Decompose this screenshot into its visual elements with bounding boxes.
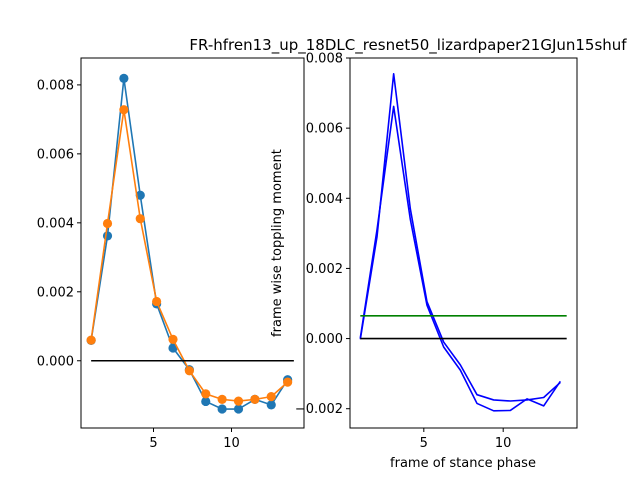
left-series-0-point bbox=[201, 396, 211, 407]
left-series-0-point bbox=[102, 231, 113, 241]
right-y-axis-label: frame wise toppling moment bbox=[270, 149, 285, 337]
left-y-tick-label: 0.006 bbox=[37, 147, 74, 162]
left-y-tick-label: 0.002 bbox=[37, 285, 74, 300]
right-y-tick-label: 0.002 bbox=[306, 262, 343, 277]
left-series-0-point bbox=[135, 190, 145, 200]
left-series-0-point bbox=[233, 404, 244, 414]
right-subplot: 5 10 −0.002 0.000 0.002 0.004 0.006 0.008 bbox=[295, 52, 578, 451]
right-y-tick-label: 0.004 bbox=[306, 192, 343, 207]
right-y-tick-label: 0.008 bbox=[306, 52, 343, 67]
left-series-0-point bbox=[119, 73, 129, 83]
right-x-axis-label: frame of stance phase bbox=[390, 456, 536, 471]
left-series-1-point bbox=[119, 105, 129, 115]
left-series-1-point bbox=[201, 389, 211, 399]
left-series-1-point bbox=[86, 335, 96, 345]
left-y-tick-label: 0.008 bbox=[37, 78, 74, 93]
left-x-tick-label: 10 bbox=[223, 436, 240, 451]
right-axes-frame bbox=[349, 57, 578, 429]
left-series-1-point bbox=[184, 366, 194, 376]
left-series-1-point bbox=[283, 377, 293, 387]
left-series-1-point bbox=[168, 334, 178, 344]
left-series-1-point bbox=[135, 214, 145, 224]
left-series-0-point bbox=[266, 400, 276, 410]
right-subplot-title: FR-hfren13_up_18DLC_resnet50_lizardpaper… bbox=[189, 36, 627, 55]
left-y-tick-label: 0.004 bbox=[37, 216, 74, 231]
left-y-tick-label: 0.000 bbox=[37, 354, 74, 369]
left-series-1-point bbox=[217, 394, 227, 404]
left-series-1-point bbox=[102, 218, 113, 229]
left-series-1-point bbox=[266, 392, 276, 402]
left-series-1-point bbox=[250, 394, 260, 404]
left-x-tick-label: 5 bbox=[149, 436, 157, 451]
right-y-tick-label: −0.002 bbox=[295, 402, 343, 417]
left-series-1-point bbox=[152, 296, 162, 307]
left-subplot: 5 10 0.000 0.002 0.004 0.006 0.008 bbox=[37, 57, 305, 451]
right-y-tick-label: 0.006 bbox=[306, 122, 343, 137]
right-series-0-line bbox=[359, 72, 561, 402]
right-x-tick-label: 10 bbox=[495, 436, 512, 451]
left-axes-frame bbox=[80, 57, 305, 429]
left-series-1-point bbox=[233, 396, 244, 406]
right-series-1-line bbox=[359, 105, 561, 412]
left-series-0-point bbox=[217, 404, 227, 414]
right-y-tick-label: 0.000 bbox=[306, 332, 343, 347]
right-x-tick-label: 5 bbox=[420, 436, 428, 451]
left-series-0-point bbox=[168, 343, 178, 353]
